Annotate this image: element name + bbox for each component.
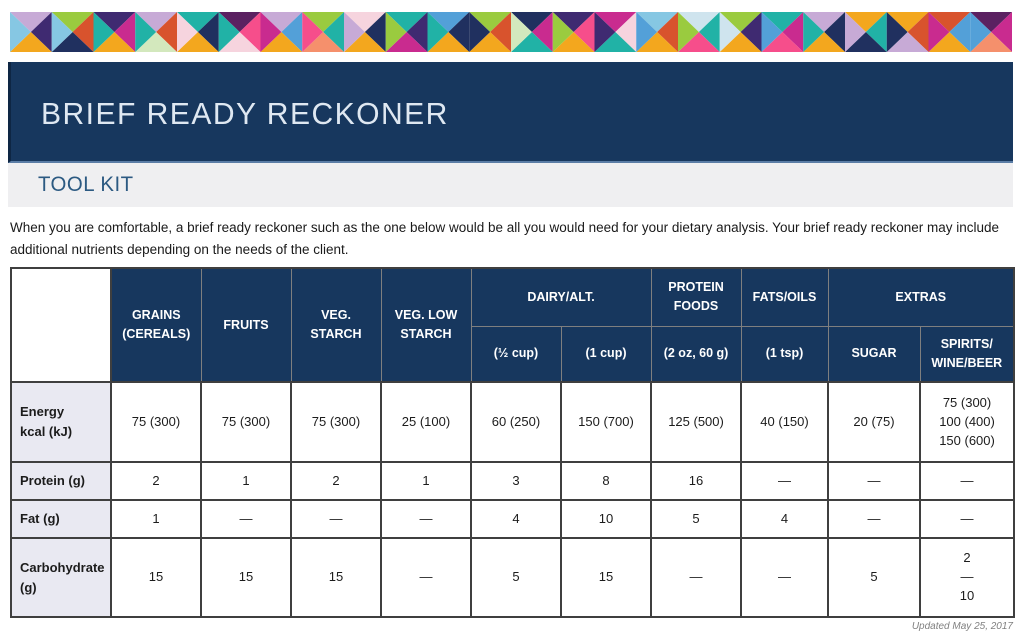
- col-header-grains: GRAINS (CEREALS): [110, 267, 202, 383]
- value-cell: 4: [470, 499, 562, 540]
- intro-paragraph: When you are comfortable, a brief ready …: [10, 220, 1000, 257]
- header-sub-row: (½ cup) (1 cup) (2 oz, 60 g) (1 tsp) SUG…: [11, 325, 1015, 383]
- value-cell: 8: [559, 461, 653, 502]
- value-cell: 1: [110, 499, 202, 540]
- value-cell: 4: [740, 499, 830, 540]
- value-cell: 25 (100): [380, 381, 472, 464]
- table-header: GRAINS (CEREALS) FRUITS VEG. STARCH VEG.…: [10, 267, 1015, 384]
- value-cell: 16: [650, 461, 743, 502]
- value-cell: 3: [470, 461, 562, 502]
- value-cell: —: [650, 537, 743, 619]
- value-cell: 20 (75): [827, 381, 922, 464]
- row-label-protein: Protein (g): [10, 461, 112, 502]
- col-header-fruits: FRUITS: [200, 267, 292, 383]
- value-cell: 125 (500): [650, 381, 743, 464]
- page-title: BRIEF READY RECKONER: [41, 95, 449, 131]
- value-cell: —: [919, 499, 1016, 540]
- header-group-row: GRAINS (CEREALS) FRUITS VEG. STARCH VEG.…: [10, 267, 1015, 384]
- value-cell: —: [380, 537, 472, 619]
- value-cell: 15: [290, 537, 382, 619]
- value-cell: 15: [200, 537, 292, 619]
- banner-pattern: [10, 12, 1012, 52]
- value-cell: 2: [110, 461, 202, 502]
- value-cell: —: [290, 499, 382, 540]
- col-header-extras: EXTRAS: [827, 267, 1015, 327]
- value-cell: —: [380, 499, 472, 540]
- value-cell: 5: [470, 537, 562, 619]
- title-band: BRIEF READY RECKONER: [8, 62, 1013, 163]
- col-header-veg-starch: VEG. STARCH: [290, 267, 382, 383]
- value-cell: 15: [110, 537, 202, 619]
- table-row-carbohydrate: Carbohydrate (g) 15 15 15 — 5 15 — — 5 2…: [10, 537, 1016, 619]
- value-cell: 60 (250): [470, 381, 562, 464]
- col-header-protein-foods: PROTEIN FOODS: [650, 267, 742, 327]
- subcol-1tsp: (1 tsp): [740, 325, 829, 383]
- value-cell: —: [827, 461, 922, 502]
- subcol-half-cup: (½ cup): [470, 325, 562, 383]
- row-label-fat: Fat (g): [10, 499, 112, 540]
- subcol-2oz-60g: (2 oz, 60 g): [650, 325, 742, 383]
- toolkit-label: TOOL KIT: [38, 173, 134, 196]
- col-header-dairy: DAIRY/ALT.: [470, 267, 652, 327]
- value-cell: 150 (700): [559, 381, 653, 464]
- table-row-fat: Fat (g) 1 — — — 4 10 5 4 — —: [10, 499, 1016, 540]
- table-body: Energy kcal (kJ) 75 (300) 75 (300) 75 (3…: [10, 381, 1016, 619]
- value-cell: 2 — 10: [919, 537, 1016, 619]
- value-cell: —: [919, 461, 1016, 502]
- toolkit-bar: TOOL KIT: [8, 163, 1013, 207]
- value-cell: 75 (300) 100 (400) 150 (600): [919, 381, 1016, 464]
- corner-cell: [10, 267, 112, 384]
- value-cell: 1: [380, 461, 472, 502]
- value-cell: 75 (300): [110, 381, 202, 464]
- subcol-spirits-wine-beer: SPIRITS/ WINE/BEER: [919, 325, 1015, 383]
- row-label-carbohydrate: Carbohydrate (g): [10, 537, 112, 619]
- value-cell: 2: [290, 461, 382, 502]
- value-cell: 75 (300): [200, 381, 292, 464]
- subcol-sugar: SUGAR: [827, 325, 921, 383]
- col-header-veg-low-starch: VEG. LOW STARCH: [380, 267, 472, 383]
- value-cell: 5: [827, 537, 922, 619]
- value-cell: 75 (300): [290, 381, 382, 464]
- value-cell: —: [200, 499, 292, 540]
- ready-reckoner-table: GRAINS (CEREALS) FRUITS VEG. STARCH VEG.…: [10, 267, 1016, 619]
- table-row-protein: Protein (g) 2 1 2 1 3 8 16 — — —: [10, 461, 1016, 502]
- col-header-fats-oils: FATS/OILS: [740, 267, 829, 327]
- value-cell: —: [740, 461, 830, 502]
- subcol-one-cup: (1 cup): [560, 325, 652, 383]
- value-cell: 40 (150): [740, 381, 830, 464]
- value-cell: 1: [200, 461, 292, 502]
- updated-note: Updated May 25, 2017: [911, 621, 1013, 633]
- row-label-energy: Energy kcal (kJ): [10, 381, 112, 464]
- value-cell: —: [740, 537, 830, 619]
- value-cell: 10: [559, 499, 653, 540]
- value-cell: —: [827, 499, 922, 540]
- table-row-energy: Energy kcal (kJ) 75 (300) 75 (300) 75 (3…: [10, 381, 1016, 464]
- value-cell: 5: [650, 499, 743, 540]
- value-cell: 15: [559, 537, 653, 619]
